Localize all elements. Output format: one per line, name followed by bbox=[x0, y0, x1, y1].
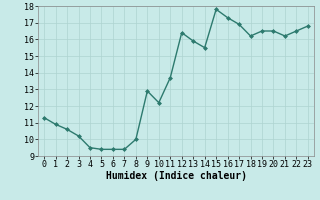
X-axis label: Humidex (Indice chaleur): Humidex (Indice chaleur) bbox=[106, 171, 246, 181]
